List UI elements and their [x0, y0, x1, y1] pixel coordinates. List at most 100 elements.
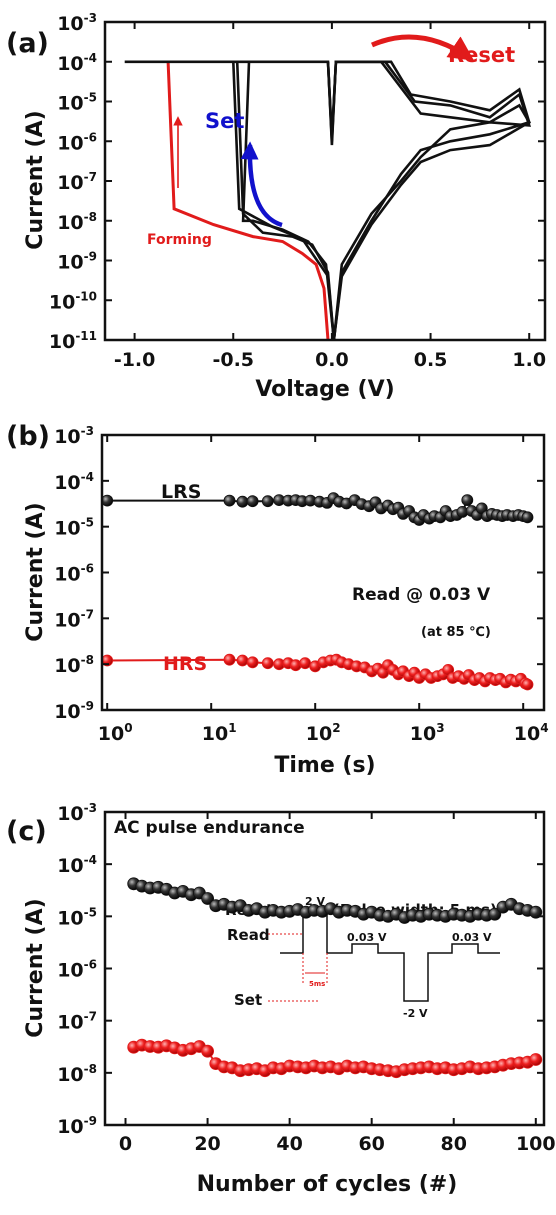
x-tick-label: -0.5: [212, 349, 254, 371]
retention-point-lrs: [461, 494, 474, 507]
retention-point-hrs: [299, 657, 312, 670]
panel-a-x-axis-label: Voltage (V): [255, 377, 394, 402]
retention-point-lrs: [261, 495, 274, 508]
x-tick-label: 60: [358, 1133, 384, 1155]
endurance-point-lrs: [529, 905, 543, 919]
y-tick-label: 10-7: [57, 1010, 97, 1034]
x-tick-label: 103: [410, 721, 445, 745]
panel-b-label: (b): [6, 421, 50, 452]
y-tick-label: 10-9: [57, 1114, 97, 1138]
pulse-width-label: 5ms: [309, 980, 325, 988]
y-tick-label: 10-9: [57, 250, 97, 274]
y-tick-label: 10-4: [57, 51, 97, 75]
panel-a-forming-label: Forming: [147, 232, 212, 248]
pulse-read-label: Read: [227, 926, 270, 944]
panel-c-x-axis-label: Number of cycles (#): [197, 1172, 458, 1197]
panel-b-x-axis-label: Time (s): [274, 753, 375, 778]
retention-point-hrs: [236, 654, 249, 667]
x-tick-label: 80: [441, 1133, 467, 1155]
panel-b-series: [101, 492, 534, 691]
y-tick-label: 10-11: [49, 329, 97, 353]
x-tick-label: 20: [194, 1133, 220, 1155]
panel-b: (b) 10-310-410-510-610-710-810-9 100 101 1…: [6, 421, 549, 778]
panel-b-read-label: Read @ 0.03 V: [352, 585, 491, 605]
y-tick-label: 10-7: [57, 170, 97, 194]
y-tick-label: 10-8: [57, 210, 97, 234]
y-tick-label: 10-6: [57, 958, 97, 982]
retention-point-lrs: [521, 511, 534, 524]
panel-a-label: (a): [6, 28, 49, 59]
panel-c-frame: [103, 810, 546, 1127]
y-tick-label: 10-8: [54, 653, 94, 677]
x-tick-label: 102: [306, 721, 341, 745]
y-tick-label: 10-6: [57, 130, 97, 154]
panel-c-series: [127, 877, 543, 1079]
y-tick-label: 10-5: [57, 905, 97, 929]
x-tick-label: 0: [119, 1133, 132, 1155]
panel-a: (a) 10-310-410-510-610-710-810-910-1010-…: [6, 11, 547, 402]
x-tick-label: 100: [98, 721, 133, 745]
panel-c-y-ticks: 10-3 10-4 10-5 10-6 10-7 10-8 10-9: [57, 801, 544, 1138]
pulse-reset-voltage: 2 V: [305, 895, 325, 908]
pulse-set-voltage: -2 V: [403, 1007, 428, 1020]
x-tick-label: 101: [202, 721, 237, 745]
panel-a-series: [124, 60, 532, 341]
retention-point-lrs: [101, 494, 114, 507]
endurance-point-lrs: [488, 907, 502, 921]
panel-c-y-axis-label: Current (A): [23, 898, 48, 1037]
pulse-set-label: Set: [234, 991, 262, 1009]
set-arrow-icon: [240, 141, 283, 228]
retention-point-lrs: [246, 495, 259, 508]
y-tick-label: 10-5: [54, 516, 94, 540]
y-tick-label: 10-5: [57, 91, 97, 115]
retention-point-hrs: [223, 653, 236, 666]
panel-c: (c) AC pulse endurance 5ms Reset Read Se…: [6, 801, 556, 1197]
iv-curve-cycle-2: [241, 60, 532, 341]
panel-b-frame: [100, 433, 546, 712]
x-tick-label: -1.0: [114, 349, 156, 371]
y-tick-label: 10-3: [57, 801, 97, 825]
panel-b-hrs-label: HRS: [163, 653, 207, 675]
panel-c-x-ticks: 0 20 40 60 80 100: [119, 812, 556, 1155]
panel-a-frame: [103, 20, 547, 342]
x-tick-label: 0.0: [315, 349, 349, 371]
y-tick-label: 10-3: [57, 11, 97, 35]
x-tick-label: 104: [514, 721, 549, 745]
retention-point-lrs: [236, 495, 249, 508]
x-tick-label: 1.0: [512, 349, 546, 371]
panel-c-title: AC pulse endurance: [114, 818, 305, 838]
panel-a-y-ticks: 10-3 10-4 10-5 10-6 10-7 10-8 10-9 10-10 10-11: [49, 11, 545, 353]
panel-b-y-axis-label: Current (A): [23, 502, 48, 641]
x-tick-label: 100: [516, 1133, 556, 1155]
y-tick-label: 10-4: [54, 470, 94, 494]
retention-point-hrs: [246, 656, 259, 669]
iv-curve-cycle-1: [124, 60, 531, 341]
y-tick-label: 10-6: [54, 562, 94, 586]
panel-b-temp-label: (at 85 ℃): [421, 625, 491, 640]
panel-a-set-label: Set: [205, 109, 244, 133]
endurance-point-hrs: [529, 1053, 543, 1066]
x-tick-label: 40: [276, 1133, 302, 1155]
retention-point-hrs: [521, 678, 534, 691]
iv-curve-cycle-3: [232, 60, 531, 341]
y-tick-label: 10-8: [57, 1062, 97, 1086]
y-tick-label: 10-4: [57, 853, 97, 877]
panel-a-y-axis-label: Current (A): [23, 110, 48, 249]
retention-point-lrs: [223, 494, 236, 507]
panel-b-y-ticks: 10-3 10-4 10-5 10-6 10-7 10-8 10-9: [54, 424, 544, 723]
panel-c-label: (c): [6, 816, 47, 847]
retention-point-hrs: [261, 657, 274, 670]
panel-a-reset-label: Reset: [448, 43, 515, 67]
pulse-read-voltage-1: 0.03 V: [347, 931, 387, 944]
y-tick-label: 10-10: [49, 289, 97, 313]
panel-b-lrs-label: LRS: [161, 481, 201, 503]
endurance-point-lrs: [201, 892, 215, 905]
y-tick-label: 10-9: [54, 699, 94, 723]
reset-arrow-icon: [370, 34, 475, 61]
endurance-point-hrs: [201, 1044, 215, 1058]
x-tick-label: 0.5: [414, 349, 448, 371]
iv-curve-forming: [166, 61, 330, 341]
y-tick-label: 10-3: [54, 424, 94, 448]
panel-b-x-ticks: 100 101 102 103 104: [98, 435, 549, 745]
